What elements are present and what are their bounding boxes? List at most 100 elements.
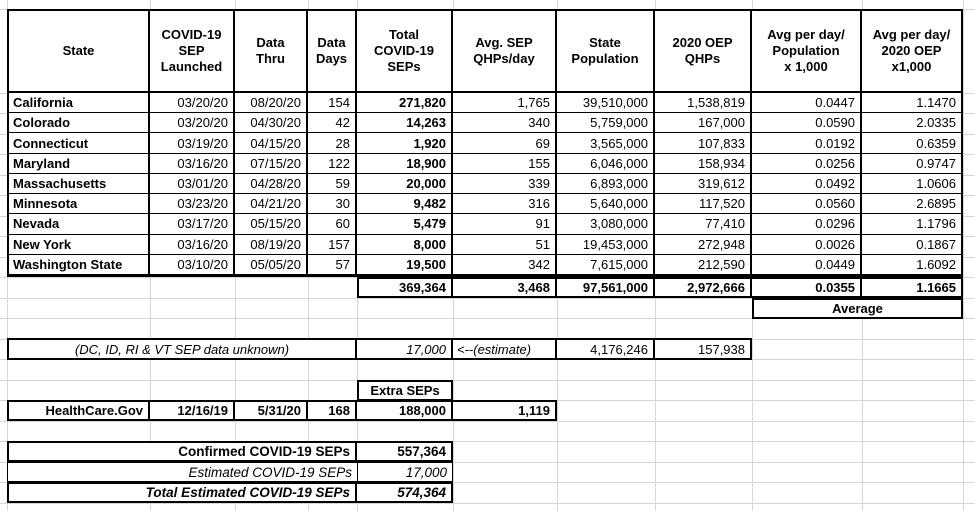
cell-avg-qhps[interactable]: 339 (453, 173, 557, 195)
cell-data-days[interactable]: 30 (308, 194, 357, 215)
cell-state[interactable]: New York (9, 234, 150, 255)
header-oep-qhps[interactable]: 2020 OEP QHPs (655, 11, 752, 93)
cell-avg-per-oep[interactable]: 0.1867 (862, 235, 961, 255)
cell-data-thru[interactable]: 04/21/20 (235, 194, 308, 215)
cell-avg-per-pop[interactable]: 0.0449 (752, 254, 862, 275)
cell-avg-qhps[interactable]: 342 (453, 254, 557, 275)
cell-population[interactable]: 5,640,000 (557, 194, 655, 215)
cell-total-seps[interactable]: 1,920 (357, 133, 453, 154)
cell-data-days[interactable]: 57 (308, 254, 357, 275)
cell-state[interactable]: Massachusetts (9, 173, 150, 195)
cell-state[interactable]: Washington State (9, 254, 150, 275)
healthcare-avg-qhps[interactable]: 1,119 (518, 403, 550, 418)
cell-data-thru[interactable]: 04/28/20 (235, 173, 308, 195)
cell-population[interactable]: 6,046,000 (557, 153, 655, 174)
cell-sep-launched[interactable]: 03/01/20 (150, 173, 235, 195)
total-oep-qhps[interactable]: 2,972,666 (655, 279, 752, 296)
cell-avg-per-pop[interactable]: 0.0492 (752, 173, 862, 195)
cell-avg-per-oep[interactable]: 1.1470 (862, 93, 961, 114)
cell-data-days[interactable]: 154 (308, 93, 357, 114)
cell-oep-qhps[interactable]: 1,538,819 (655, 93, 752, 114)
cell-avg-per-oep[interactable]: 0.9747 (862, 154, 961, 174)
cell-oep-qhps[interactable]: 272,948 (655, 234, 752, 255)
cell-total-seps[interactable]: 19,500 (357, 254, 453, 275)
cell-population[interactable]: 3,565,000 (557, 133, 655, 154)
total-estimated-seps-label[interactable]: Total Estimated COVID-19 SEPs (9, 484, 357, 501)
healthcare-total-seps[interactable]: 188,000 (357, 402, 453, 419)
estimate-population[interactable]: 4,176,246 (557, 340, 655, 358)
total-avg-qhps[interactable]: 3,468 (453, 279, 557, 296)
cell-data-thru[interactable]: 04/15/20 (235, 133, 308, 154)
header-avg-per-pop[interactable]: Avg per day/ Population x 1,000 (752, 11, 862, 93)
cell-data-days[interactable]: 60 (308, 214, 357, 235)
header-total-seps[interactable]: Total COVID-19 SEPs (357, 11, 453, 93)
cell-data-thru[interactable]: 05/15/20 (235, 214, 308, 235)
extra-seps-label[interactable]: Extra SEPs (370, 383, 440, 398)
cell-avg-per-oep[interactable]: 0.6359 (862, 133, 961, 154)
cell-population[interactable]: 5,759,000 (557, 113, 655, 134)
cell-avg-qhps[interactable]: 1,765 (453, 93, 557, 114)
cell-sep-launched[interactable]: 03/20/20 (150, 113, 235, 134)
cell-avg-per-pop[interactable]: 0.0590 (752, 113, 862, 134)
cell-avg-qhps[interactable]: 155 (453, 153, 557, 174)
cell-data-thru[interactable]: 07/15/20 (235, 153, 308, 174)
cell-oep-qhps[interactable]: 212,590 (655, 254, 752, 275)
cell-population[interactable]: 19,453,000 (557, 234, 655, 255)
total-population[interactable]: 97,561,000 (557, 279, 655, 296)
estimated-seps-value[interactable]: 17,000 (405, 464, 447, 480)
healthcare-thru[interactable]: 5/31/20 (235, 402, 308, 419)
cell-data-thru[interactable]: 08/19/20 (235, 234, 308, 255)
header-avg-per-oep[interactable]: Avg per day/ 2020 OEP x1,000 (862, 11, 961, 93)
cell-data-thru[interactable]: 04/30/20 (235, 113, 308, 134)
cell-total-seps[interactable]: 14,263 (357, 113, 453, 134)
total-avg-per-oep[interactable]: 1.1665 (916, 280, 956, 295)
cell-population[interactable]: 6,893,000 (557, 173, 655, 195)
total-avg-per-pop[interactable]: 0.0355 (752, 279, 862, 296)
healthcare-launched[interactable]: 12/16/19 (150, 402, 235, 419)
cell-oep-qhps[interactable]: 167,000 (655, 113, 752, 134)
cell-data-thru[interactable]: 08/20/20 (235, 93, 308, 114)
estimated-seps-label[interactable]: Estimated COVID-19 SEPs (8, 463, 358, 481)
cell-state[interactable]: Connecticut (9, 133, 150, 154)
cell-oep-qhps[interactable]: 158,934 (655, 153, 752, 174)
cell-oep-qhps[interactable]: 77,410 (655, 214, 752, 235)
cell-sep-launched[interactable]: 03/23/20 (150, 194, 235, 215)
cell-oep-qhps[interactable]: 319,612 (655, 173, 752, 195)
cell-population[interactable]: 39,510,000 (557, 93, 655, 114)
cell-sep-launched[interactable]: 03/16/20 (150, 153, 235, 174)
cell-total-seps[interactable]: 5,479 (357, 214, 453, 235)
cell-avg-qhps[interactable]: 51 (453, 234, 557, 255)
header-data-days[interactable]: Data Days (308, 11, 357, 93)
header-avg-qhps[interactable]: Avg. SEP QHPs/day (453, 11, 557, 93)
header-data-thru[interactable]: Data Thru (235, 11, 308, 93)
cell-total-seps[interactable]: 18,900 (357, 153, 453, 174)
healthcare-days[interactable]: 168 (308, 402, 357, 419)
cell-avg-per-pop[interactable]: 0.0192 (752, 133, 862, 154)
healthcare-name[interactable]: HealthCare.Gov (9, 402, 150, 419)
cell-sep-launched[interactable]: 03/16/20 (150, 234, 235, 255)
cell-avg-per-oep[interactable]: 1.1796 (862, 214, 961, 235)
cell-avg-per-pop[interactable]: 0.0296 (752, 214, 862, 235)
cell-avg-per-pop[interactable]: 0.0560 (752, 194, 862, 215)
cell-data-days[interactable]: 59 (308, 173, 357, 195)
cell-data-days[interactable]: 122 (308, 153, 357, 174)
cell-avg-qhps[interactable]: 316 (453, 194, 557, 215)
cell-avg-per-pop[interactable]: 0.0256 (752, 153, 862, 174)
cell-data-days[interactable]: 157 (308, 234, 357, 255)
cell-oep-qhps[interactable]: 107,833 (655, 133, 752, 154)
cell-total-seps[interactable]: 20,000 (357, 173, 453, 195)
cell-data-days[interactable]: 42 (308, 113, 357, 134)
cell-sep-launched[interactable]: 03/17/20 (150, 214, 235, 235)
cell-state[interactable]: Colorado (9, 113, 150, 134)
estimate-note[interactable]: (DC, ID, RI & VT SEP data unknown) (9, 340, 357, 358)
header-state[interactable]: State (9, 11, 150, 93)
confirmed-seps-label[interactable]: Confirmed COVID-19 SEPs (9, 443, 357, 460)
cell-avg-per-oep[interactable]: 2.0335 (862, 113, 961, 134)
cell-total-seps[interactable]: 271,820 (357, 93, 453, 114)
estimate-arrow-label[interactable]: <--(estimate) (453, 340, 557, 358)
cell-total-seps[interactable]: 9,482 (357, 194, 453, 215)
cell-data-days[interactable]: 28 (308, 133, 357, 154)
header-population[interactable]: State Population (557, 11, 655, 93)
average-label[interactable]: Average (832, 301, 883, 316)
cell-avg-qhps[interactable]: 69 (453, 133, 557, 154)
